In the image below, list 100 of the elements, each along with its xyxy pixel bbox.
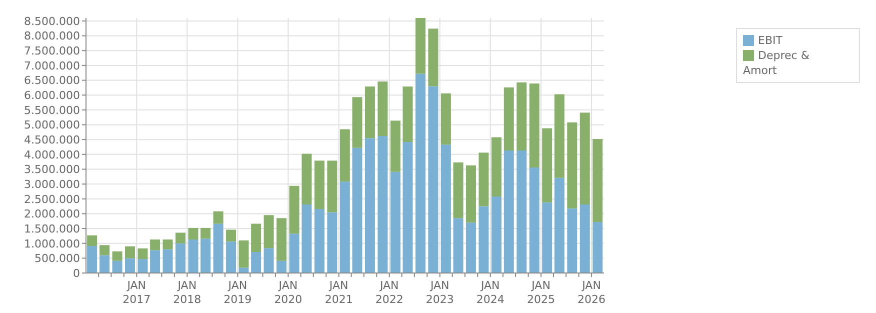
x-tick-label: JAN 2018 xyxy=(173,279,202,306)
bar xyxy=(491,137,502,196)
bar xyxy=(390,172,400,273)
y-tick-label: 1.000.000 xyxy=(24,237,80,250)
bar xyxy=(340,182,350,273)
bar xyxy=(327,160,338,212)
x-tick-label: JAN 2023 xyxy=(426,279,454,306)
bar xyxy=(264,215,274,248)
bar xyxy=(378,81,388,136)
y-tick-label: 3.500.000 xyxy=(24,163,80,176)
bar xyxy=(542,128,552,202)
y-tick-label: 5.500.000 xyxy=(24,104,80,117)
bar xyxy=(529,84,540,168)
bar xyxy=(478,152,489,206)
bar xyxy=(188,228,198,240)
bar xyxy=(124,246,135,258)
bar xyxy=(200,228,211,239)
x-tick-label: JAN 2022 xyxy=(375,279,404,306)
bar xyxy=(466,165,476,223)
bar xyxy=(112,260,122,273)
bar xyxy=(238,268,249,273)
bar xyxy=(100,255,110,273)
bar xyxy=(176,232,186,244)
bar xyxy=(238,240,249,268)
bar xyxy=(402,86,413,142)
bar xyxy=(302,204,312,273)
bar xyxy=(251,224,262,252)
bar xyxy=(213,224,224,273)
x-tick-label: JAN 2020 xyxy=(274,279,302,306)
y-tick-label: 1.500.000 xyxy=(24,222,80,236)
bar xyxy=(415,18,426,74)
bar xyxy=(415,74,426,273)
bar xyxy=(580,112,590,205)
x-tick-label: JAN 2017 xyxy=(122,279,151,306)
bar xyxy=(364,86,375,138)
y-tick-label: 6.500.000 xyxy=(24,74,80,88)
bar xyxy=(87,246,98,273)
bar xyxy=(302,154,312,205)
bar xyxy=(364,138,375,273)
bar xyxy=(516,150,527,273)
y-tick-label: 8.500.000 xyxy=(24,14,80,28)
bar xyxy=(264,248,274,273)
x-tick-label: JAN 2019 xyxy=(224,279,252,306)
bar xyxy=(87,235,98,246)
bar xyxy=(491,196,502,273)
bar xyxy=(453,218,464,273)
bar xyxy=(592,138,603,222)
bar xyxy=(516,82,527,151)
bar xyxy=(112,251,122,261)
bar xyxy=(567,122,578,208)
x-tick-label: JAN 2024 xyxy=(476,279,504,306)
bar xyxy=(453,162,464,218)
bar xyxy=(327,212,338,273)
bar xyxy=(213,211,224,224)
x-tick-label: JAN 2025 xyxy=(527,279,556,306)
y-tick-label: 5.000.000 xyxy=(24,118,80,132)
bar xyxy=(352,148,362,273)
bar xyxy=(150,239,160,250)
bar xyxy=(188,239,198,273)
bar xyxy=(100,245,110,256)
legend-label: EBIT xyxy=(758,34,782,47)
bar xyxy=(289,186,300,234)
bar xyxy=(276,260,287,273)
bar xyxy=(440,144,451,273)
bar xyxy=(466,222,476,273)
x-tick-label: JAN 2021 xyxy=(324,279,353,306)
bar xyxy=(340,129,350,182)
y-tick-label: 2.500.000 xyxy=(24,192,80,206)
bar xyxy=(428,28,438,86)
bar xyxy=(289,234,300,273)
bar xyxy=(314,208,324,273)
y-tick-label: 4.500.000 xyxy=(24,133,80,146)
bar xyxy=(428,86,438,273)
y-tick-label: 8.000.000 xyxy=(24,30,80,43)
y-tick-label: 2.000.000 xyxy=(24,208,80,221)
bar xyxy=(580,204,590,273)
y-tick-label: 7.500.000 xyxy=(24,44,80,58)
bar xyxy=(226,242,236,273)
bar xyxy=(352,97,362,148)
bar xyxy=(378,136,388,273)
bar xyxy=(200,238,211,273)
bar xyxy=(176,243,186,273)
bar xyxy=(440,93,451,145)
bar xyxy=(124,258,135,273)
bar xyxy=(554,178,564,273)
bar xyxy=(390,120,400,172)
bar xyxy=(542,202,552,273)
bar xyxy=(504,87,514,151)
x-tick-label: JAN 2026 xyxy=(578,279,606,306)
y-tick-label: 7.000.000 xyxy=(24,59,80,72)
y-tick-label: 0 xyxy=(73,266,80,280)
bar xyxy=(150,250,160,273)
bar xyxy=(162,249,173,273)
y-tick-label: 500.000 xyxy=(34,252,80,266)
bar xyxy=(314,160,324,209)
bar xyxy=(504,150,514,273)
bar xyxy=(226,230,236,242)
bar xyxy=(138,259,148,273)
bar xyxy=(592,222,603,273)
y-tick-label: 3.000.000 xyxy=(24,178,80,191)
